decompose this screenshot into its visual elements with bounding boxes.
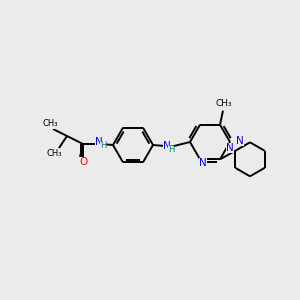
Text: H: H bbox=[168, 146, 174, 154]
Text: H: H bbox=[100, 142, 106, 151]
Text: CH₃: CH₃ bbox=[216, 99, 232, 108]
Text: CH₃: CH₃ bbox=[46, 148, 62, 158]
Text: N: N bbox=[199, 158, 207, 168]
Text: N: N bbox=[163, 141, 171, 151]
Text: O: O bbox=[80, 157, 88, 167]
Text: N: N bbox=[95, 137, 103, 147]
Text: N: N bbox=[226, 143, 234, 153]
Text: CH₃: CH₃ bbox=[42, 119, 58, 128]
Text: N: N bbox=[236, 136, 244, 146]
